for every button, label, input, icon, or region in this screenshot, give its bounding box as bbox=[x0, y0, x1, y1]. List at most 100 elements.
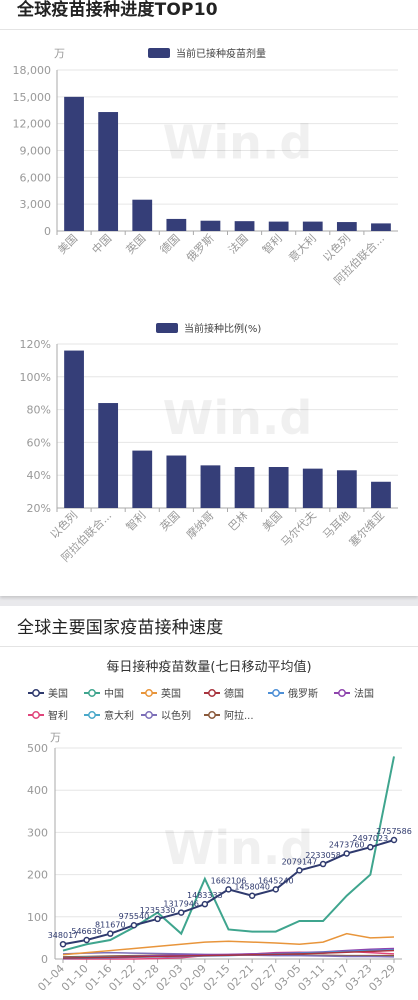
data-label: 811670 bbox=[95, 921, 126, 930]
bar bbox=[64, 350, 84, 508]
y-tick-label: 3,000 bbox=[20, 198, 52, 211]
bar bbox=[268, 221, 289, 231]
legend-label: 智利 bbox=[48, 709, 68, 722]
x-tick-label: 智利 bbox=[123, 508, 148, 533]
x-tick-label: 英国 bbox=[157, 508, 182, 533]
y-tick-label: 18,000 bbox=[13, 64, 52, 77]
card-title: 全球疫苗接种进度TOP10 bbox=[17, 0, 218, 20]
y-tick-label: 300 bbox=[27, 826, 48, 839]
x-tick-label: 摩纳哥 bbox=[183, 508, 216, 541]
data-point bbox=[319, 860, 327, 868]
y-tick-label: 0 bbox=[41, 953, 48, 966]
bar bbox=[200, 465, 221, 508]
legend-marker bbox=[88, 689, 96, 697]
legend-label: 美国 bbox=[48, 687, 68, 700]
data-point bbox=[248, 892, 256, 899]
legend-label: 以色列 bbox=[161, 709, 191, 722]
bar bbox=[336, 470, 357, 508]
legend-marker bbox=[88, 711, 96, 719]
data-point bbox=[296, 867, 303, 874]
bar bbox=[64, 96, 84, 231]
legend-marker bbox=[32, 711, 40, 719]
legend-marker bbox=[338, 689, 346, 697]
bar bbox=[268, 467, 289, 508]
legend-swatch bbox=[148, 48, 170, 58]
unit-label: 万 bbox=[54, 47, 65, 60]
x-tick-label: 美国 bbox=[55, 232, 80, 257]
y-tick-label: 60% bbox=[27, 436, 51, 449]
legend-label: 中国 bbox=[104, 687, 124, 700]
data-label: 348017 bbox=[48, 931, 79, 940]
data-label: 1645240 bbox=[258, 876, 294, 885]
vaccination-top10-card: 全球疫苗接种进度TOP10 0 3,000 6,000 9,000 12,000 15,0… bbox=[0, 0, 418, 596]
data-label: 2497023 bbox=[353, 834, 389, 843]
x-tick-label: 德国 bbox=[157, 231, 182, 256]
data-point bbox=[177, 909, 185, 916]
x-tick-label: 意大利 bbox=[286, 231, 319, 264]
divider bbox=[0, 646, 418, 647]
data-label: 1483333 bbox=[187, 891, 223, 900]
x-tick-label: 03-29 bbox=[366, 962, 398, 994]
data-label: 1458040 bbox=[234, 883, 270, 892]
x-tick-label: 巴林 bbox=[225, 508, 250, 533]
y-tick-label: 500 bbox=[27, 742, 48, 755]
data-point bbox=[390, 836, 398, 844]
y-tick-label: 15,000 bbox=[13, 91, 52, 104]
y-tick-label: 6,000 bbox=[20, 171, 52, 184]
legend-swatch bbox=[156, 323, 178, 333]
data-label: 2079147 bbox=[282, 857, 318, 866]
data-point bbox=[59, 940, 67, 948]
x-tick-label: 英国 bbox=[123, 231, 148, 256]
data-point bbox=[154, 915, 161, 923]
x-tick-label: 智利 bbox=[259, 231, 284, 256]
x-tick-label: 以色列 bbox=[47, 508, 80, 541]
y-tick-label: 20% bbox=[27, 502, 51, 515]
doses-bar-chart: 0 3,000 6,000 9,000 12,000 15,000 18,000 Win.d 美… bbox=[13, 47, 398, 287]
chart-title: 每日接种疫苗数量(七日移动平均值) bbox=[106, 659, 311, 675]
y-tick-label: 100 bbox=[27, 911, 48, 924]
legend-label: 阿拉... bbox=[224, 709, 254, 722]
data-point bbox=[107, 930, 114, 937]
y-tick-label: 0 bbox=[44, 225, 51, 238]
legend-marker bbox=[32, 689, 40, 697]
data-point bbox=[272, 886, 280, 893]
bar bbox=[234, 467, 255, 508]
legend-marker bbox=[145, 689, 153, 697]
unit-label: 万 bbox=[50, 731, 61, 744]
x-tick-label: 塞尔维亚 bbox=[346, 508, 387, 549]
data-label: 546636 bbox=[71, 927, 102, 936]
data-label: 1317946 bbox=[163, 900, 199, 909]
watermark: Win.d bbox=[164, 821, 314, 875]
bar bbox=[132, 199, 153, 231]
bar bbox=[302, 221, 323, 231]
bar bbox=[371, 223, 391, 231]
y-tick-label: 12,000 bbox=[13, 118, 52, 131]
y-tick-label: 400 bbox=[27, 784, 48, 797]
data-point bbox=[225, 886, 232, 893]
x-tick-label: 马耳他 bbox=[320, 509, 353, 542]
data-point bbox=[343, 850, 350, 857]
legend-label: 当前已接种疫苗剂量 bbox=[176, 47, 266, 60]
legend-label: 德国 bbox=[224, 687, 244, 700]
series-line bbox=[62, 756, 395, 952]
bar bbox=[132, 450, 153, 508]
data-label: 2473760 bbox=[329, 841, 365, 850]
divider bbox=[0, 29, 418, 30]
x-tick-label: 法国 bbox=[225, 231, 250, 256]
bar bbox=[200, 220, 221, 231]
data-label: 1235330 bbox=[140, 906, 176, 915]
y-tick-label: 100% bbox=[20, 371, 51, 384]
bar bbox=[371, 481, 391, 508]
x-tick-label: 俄罗斯 bbox=[184, 232, 217, 265]
y-tick-label: 80% bbox=[27, 404, 51, 417]
series-line bbox=[62, 949, 395, 959]
data-label: 975540 bbox=[119, 912, 150, 921]
x-tick-label: 中国 bbox=[90, 232, 115, 257]
series-line bbox=[62, 932, 395, 956]
legend-label: 法国 bbox=[354, 687, 374, 700]
bar bbox=[302, 468, 323, 508]
y-tick-label: 40% bbox=[27, 469, 51, 482]
data-label: 1662106 bbox=[211, 876, 247, 885]
